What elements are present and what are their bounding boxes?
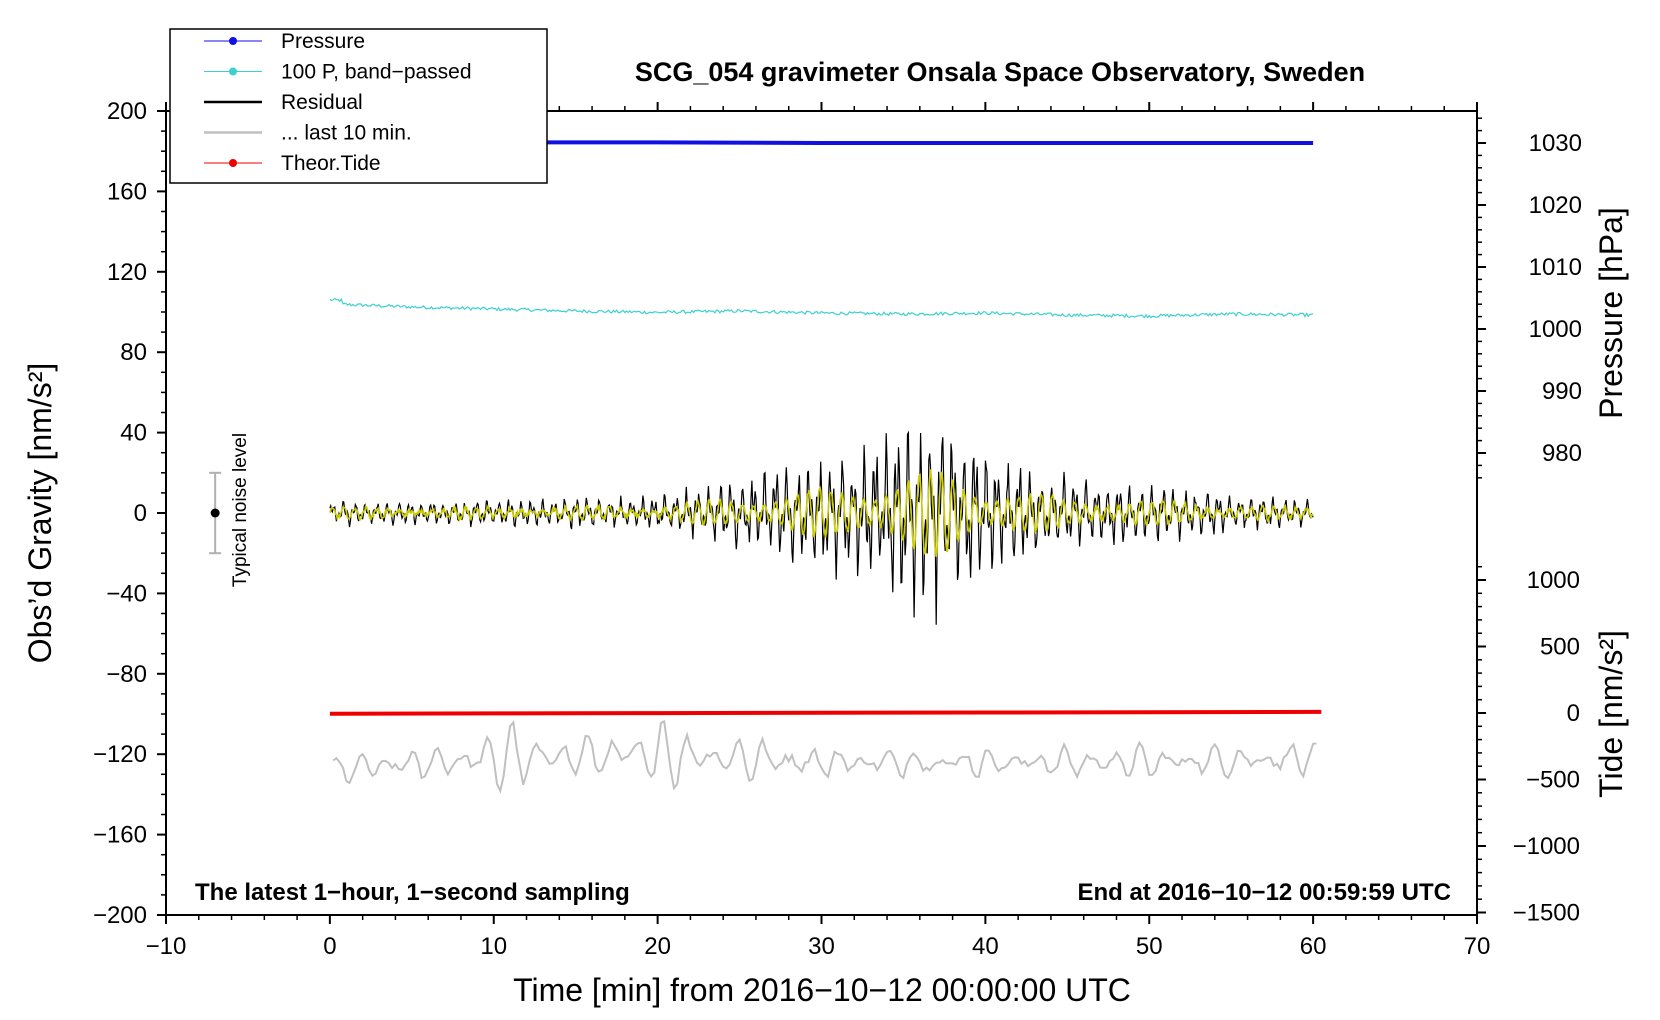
y-tick-label: 120 (107, 259, 147, 286)
y-tick-label: 160 (107, 178, 147, 205)
tide-tick-label: −1000 (1513, 833, 1580, 860)
y-tick-label: −200 (93, 902, 147, 929)
legend: Pressure 100 P, band−passed Residual ... la… (169, 28, 548, 184)
pressure-axis-ticks: 980 990 1000 1010 1020 1030 (1477, 117, 1582, 479)
legend-label: Pressure (281, 30, 365, 53)
end-time-note: End at 2016−10−12 00:59:59 UTC (1077, 879, 1451, 906)
series-last-10-min (332, 719, 1317, 794)
y-tick-label: −40 (106, 580, 147, 607)
x-axis-ticks: −10 0 10 20 30 40 50 60 70 (146, 102, 1491, 960)
series-layer (329, 140, 1322, 794)
x-tick-label: −10 (146, 933, 187, 960)
tide-tick-label: −500 (1526, 767, 1580, 794)
y-tick-label: 40 (120, 420, 147, 447)
series-theor-tide (329, 709, 1322, 716)
series-band-passed (329, 297, 1314, 319)
y-tick-label: 200 (107, 98, 147, 125)
x-tick-label: 30 (808, 933, 835, 960)
y-axis-ticks: −200 −160 −120 −80 −40 0 40 80 120 160 200 (93, 98, 166, 929)
legend-marker (229, 67, 237, 76)
x-tick-label: 60 (1300, 933, 1327, 960)
pressure-tick-label: 1000 (1529, 316, 1582, 343)
legend-label: ... last 10 min. (281, 122, 412, 145)
y-tick-label: −80 (106, 661, 147, 688)
series-residual-filtered (329, 469, 1314, 558)
chart-title: SCG_054 gravimeter Onsala Space Observat… (635, 57, 1365, 87)
left-axis-title: Obs’d Gravity [nm/s²] (22, 363, 58, 664)
tide-axis-ticks: −1500 −1000 −500 0 500 1000 (1477, 565, 1580, 927)
x-tick-label: 20 (644, 933, 671, 960)
pressure-tick-label: 1010 (1529, 254, 1582, 281)
noise-dot (210, 508, 220, 518)
x-axis-title: Time [min] from 2016−10−12 00:00:00 UTC (513, 972, 1131, 1008)
tide-tick-label: 1000 (1527, 567, 1580, 594)
pressure-tick-label: 980 (1542, 440, 1582, 467)
legend-label: Theor.Tide (281, 152, 381, 175)
series-residual (329, 430, 1314, 625)
sampling-note: The latest 1−hour, 1−second sampling (195, 879, 630, 906)
y-tick-label: −120 (93, 741, 147, 768)
noise-label: Typical noise level (230, 433, 251, 587)
tide-tick-label: 500 (1540, 634, 1580, 661)
x-tick-label: 40 (972, 933, 999, 960)
y-tick-label: 80 (120, 339, 147, 366)
y-tick-label: 0 (134, 500, 147, 527)
pressure-tick-label: 1030 (1529, 130, 1582, 157)
x-tick-label: 50 (1136, 933, 1163, 960)
tide-axis-title: Tide [nm/s²] (1593, 630, 1629, 798)
x-tick-label: 70 (1464, 933, 1491, 960)
legend-label: 100 P, band−passed (281, 61, 472, 84)
noise-indicator: Typical noise level (209, 433, 251, 587)
tide-tick-label: −1500 (1513, 900, 1580, 927)
pressure-tick-label: 990 (1542, 378, 1582, 405)
legend-marker (229, 159, 237, 167)
tide-tick-label: 0 (1567, 700, 1580, 727)
x-tick-label: 0 (323, 933, 336, 960)
legend-label: Residual (281, 91, 363, 114)
legend-marker (229, 37, 237, 45)
pressure-tick-label: 1020 (1529, 192, 1582, 219)
pressure-axis-title: Pressure [hPa] (1593, 207, 1629, 419)
y-tick-label: −160 (93, 822, 147, 849)
x-tick-label: 10 (480, 933, 507, 960)
legend-box (169, 28, 548, 184)
